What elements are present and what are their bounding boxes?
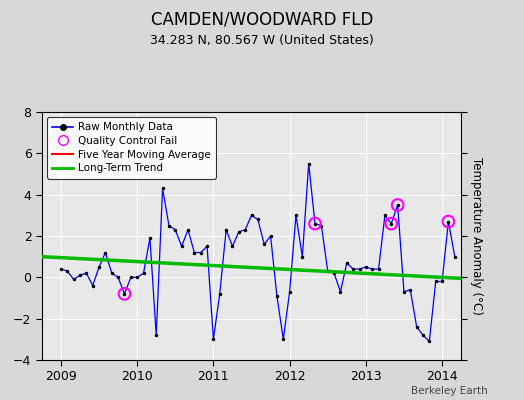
- Point: [444, 218, 453, 225]
- Legend: Raw Monthly Data, Quality Control Fail, Five Year Moving Average, Long-Term Tren: Raw Monthly Data, Quality Control Fail, …: [47, 117, 216, 178]
- Text: Berkeley Earth: Berkeley Earth: [411, 386, 487, 396]
- Point: [121, 291, 129, 297]
- Text: 34.283 N, 80.567 W (United States): 34.283 N, 80.567 W (United States): [150, 34, 374, 47]
- Text: CAMDEN/WOODWARD FLD: CAMDEN/WOODWARD FLD: [151, 10, 373, 28]
- Point: [394, 202, 402, 208]
- Y-axis label: Temperature Anomaly (°C): Temperature Anomaly (°C): [471, 157, 483, 315]
- Point: [311, 220, 319, 227]
- Point: [387, 220, 396, 227]
